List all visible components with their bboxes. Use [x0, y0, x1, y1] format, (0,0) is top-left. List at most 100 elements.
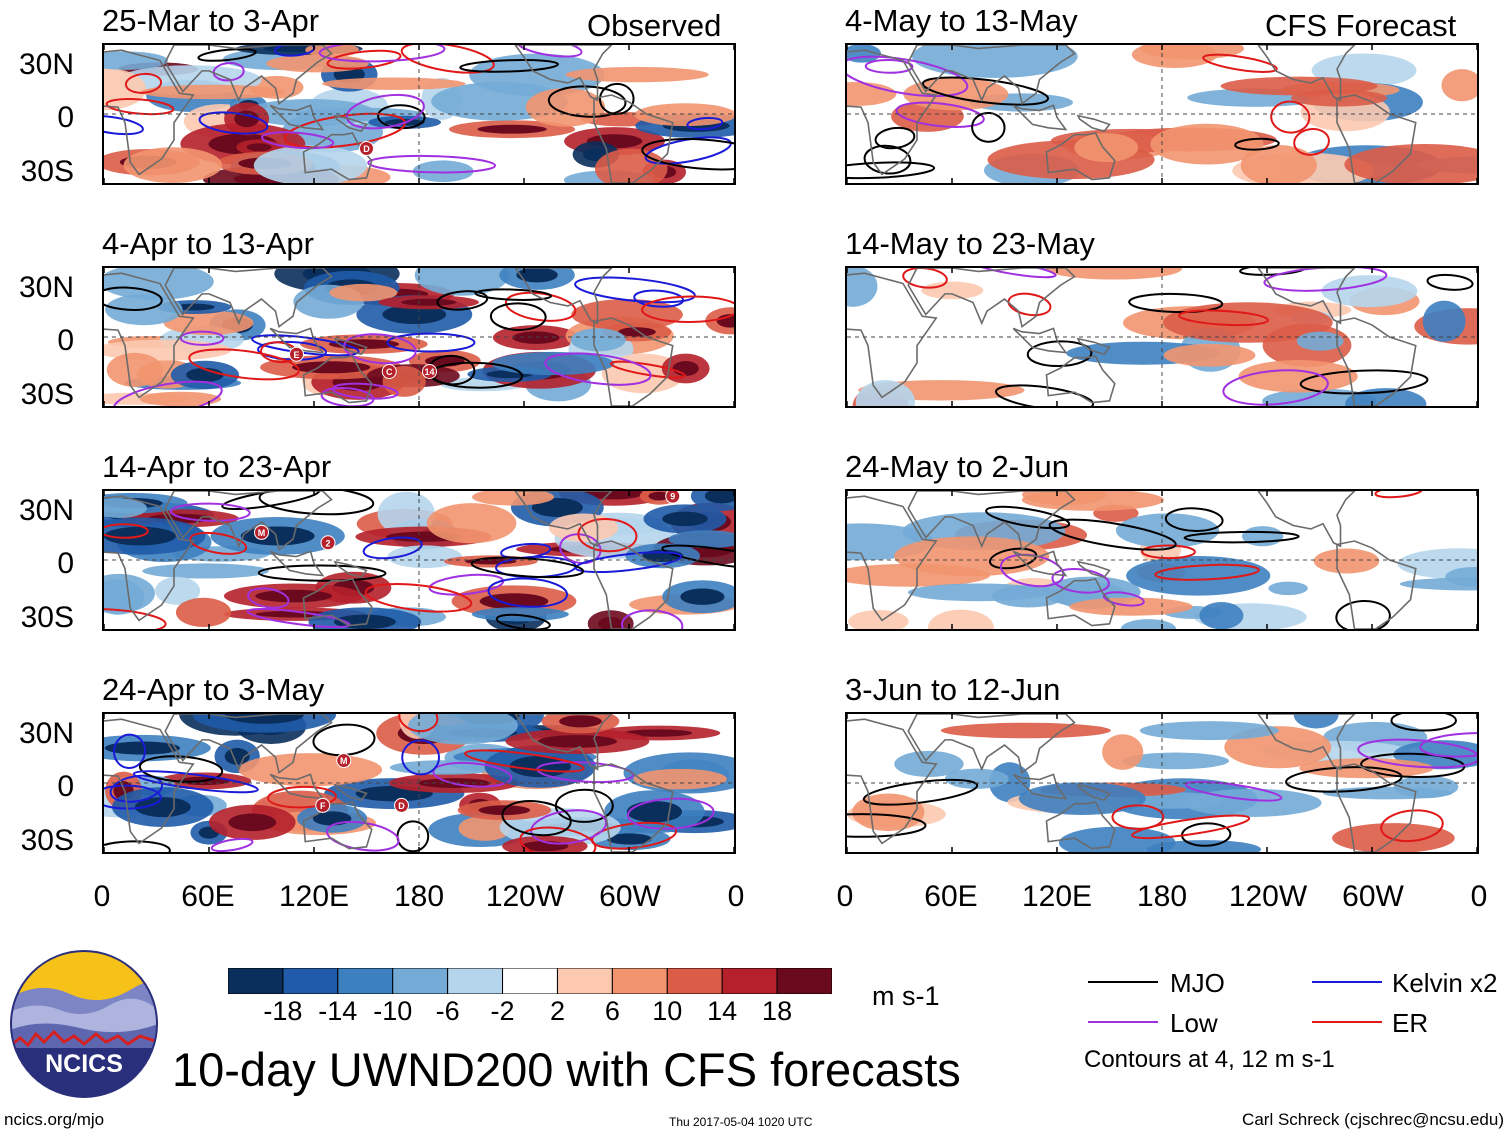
forecast-map-4	[845, 712, 1479, 854]
legend-label-er: ER	[1392, 1008, 1429, 1038]
low-contour	[210, 837, 254, 852]
coastline	[1257, 714, 1356, 771]
easterly-anomaly	[1268, 581, 1308, 596]
coastline	[847, 49, 938, 176]
x-tick: 120W	[485, 880, 565, 913]
coastline	[1076, 337, 1111, 356]
easterly-anomaly	[855, 380, 915, 406]
colorbar-swatch	[502, 967, 558, 995]
x-tick: 60W	[599, 880, 661, 913]
easterly-anomaly	[1018, 782, 1146, 815]
cyclone-label: D	[363, 144, 370, 154]
tropical-cyclone-marker: 2	[320, 535, 336, 551]
coastline	[847, 495, 938, 622]
mjo-contour	[258, 491, 375, 516]
easterly-anomaly	[1399, 577, 1477, 591]
er-contour	[1111, 804, 1165, 830]
coastline	[164, 268, 333, 329]
colorbar-graphic	[227, 967, 833, 995]
cyclone-icon	[665, 491, 681, 504]
coastline	[1045, 132, 1116, 181]
cyclone-icon	[381, 364, 397, 379]
observed-header: Observed	[587, 8, 722, 43]
colorbar-swatch	[337, 967, 394, 995]
er-contour	[326, 49, 402, 70]
coastline	[514, 268, 613, 325]
low-contour	[1357, 738, 1477, 769]
low-contour	[1184, 780, 1283, 802]
er-contour	[189, 531, 248, 555]
x-tick: 0	[836, 880, 854, 913]
easterly-anomaly-core	[704, 491, 734, 504]
easterly-anomaly	[894, 750, 964, 778]
wind-anomaly-field	[104, 268, 734, 406]
coastline	[1045, 355, 1116, 404]
westerly-anomaly	[634, 103, 734, 127]
mjo-contour	[988, 547, 1038, 570]
easterly-anomaly	[847, 268, 878, 307]
westerly-anomaly	[106, 352, 163, 387]
westerly-anomaly-core	[477, 124, 547, 134]
observed-map-2: E C 14	[102, 266, 736, 408]
er-contour	[400, 45, 495, 74]
cyclone-icon	[254, 524, 269, 540]
coastlines	[104, 714, 674, 852]
kelvin-contour	[104, 115, 144, 136]
coastlines	[847, 45, 1417, 183]
coastline	[1257, 491, 1356, 548]
colorbar-units: m s-1	[872, 981, 940, 1011]
er-contour	[104, 523, 149, 539]
coastlines	[847, 268, 1417, 406]
cyclone-label: M	[258, 528, 266, 538]
low-contour	[847, 55, 969, 98]
panel-title: 4-May to 13-May	[845, 3, 1078, 38]
er-contour	[1202, 53, 1278, 73]
easterly-anomaly	[491, 351, 615, 376]
mjo-contour	[862, 778, 979, 806]
er-contour	[1293, 128, 1330, 156]
coastline	[1045, 801, 1116, 850]
coastline	[164, 45, 333, 106]
coastline	[333, 783, 368, 802]
cyclone-icon	[315, 797, 331, 813]
colorbar-tick-label: -10	[373, 996, 413, 1026]
panel-title: 3-Jun to 12-Jun	[845, 672, 1061, 707]
low-contour	[1102, 591, 1145, 607]
footer-url[interactable]: ncics.org/mjo	[4, 1110, 105, 1129]
westerly-anomaly	[1140, 45, 1245, 60]
y-tick: 0	[57, 770, 74, 803]
kelvin-contour	[574, 551, 683, 574]
mjo-contour	[661, 544, 734, 571]
westerly-anomaly	[1441, 69, 1477, 102]
mjo-contour	[863, 144, 912, 175]
er-contour	[1380, 809, 1444, 843]
er-contour	[124, 72, 163, 94]
coastline	[847, 718, 938, 845]
mjo-contour	[470, 556, 585, 579]
legend-line-mjo	[1088, 981, 1158, 983]
observed-map-4: M F D	[102, 712, 736, 854]
y-tick: 30N	[18, 494, 74, 527]
coastline	[1012, 104, 1068, 131]
westerly-anomaly	[1344, 144, 1477, 183]
colorbar-tick-label: 10	[652, 996, 683, 1026]
easterly-anomaly	[1126, 555, 1271, 596]
easterly-anomaly	[1115, 513, 1220, 548]
mjo-contour	[1239, 268, 1307, 276]
coastline	[907, 714, 1076, 775]
westerly-anomaly-core	[401, 298, 457, 306]
er-contour	[464, 749, 585, 773]
coastline	[514, 45, 613, 102]
easterly-anomaly	[377, 491, 435, 536]
map-graphic	[847, 45, 1477, 183]
westerly-anomaly	[1163, 343, 1256, 367]
coastline	[1336, 540, 1417, 629]
low-contour	[331, 382, 399, 400]
coastline	[1076, 783, 1111, 802]
low-contour	[1222, 369, 1329, 406]
y-tick: 30S	[20, 155, 74, 188]
colorbar-tick-label: -2	[490, 996, 515, 1026]
westerly-anomaly-core	[559, 715, 602, 728]
coastline	[1012, 550, 1068, 577]
easterly-anomaly-core	[516, 268, 558, 283]
